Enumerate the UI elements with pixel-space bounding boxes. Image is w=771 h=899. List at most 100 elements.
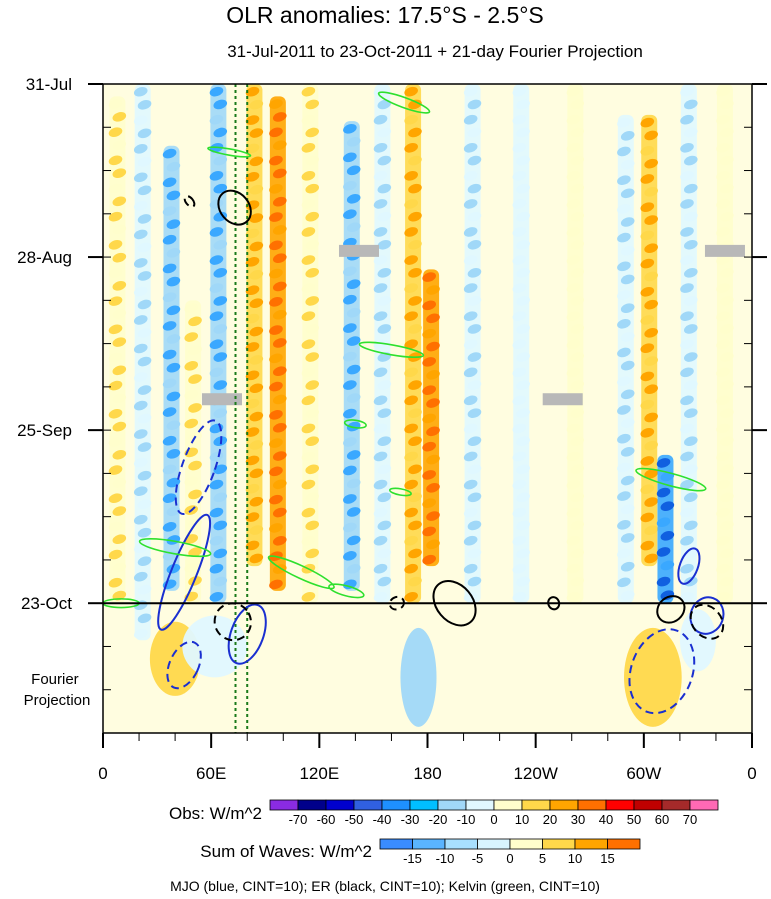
olr-cell xyxy=(184,361,199,371)
olr-cell xyxy=(249,468,264,479)
olr-cell xyxy=(656,487,671,498)
kelvin-contour xyxy=(635,467,707,492)
olr-cell xyxy=(272,564,287,574)
olr-cell xyxy=(408,183,422,194)
olr-cell xyxy=(305,239,320,250)
olr-cell xyxy=(249,99,264,110)
olr-cell xyxy=(426,285,440,295)
olr-cell xyxy=(343,380,357,390)
olr-cell xyxy=(640,315,655,325)
olr-cell xyxy=(301,423,316,434)
olr-cell xyxy=(209,171,224,181)
olr-cell xyxy=(377,408,392,418)
olr-band xyxy=(641,114,658,567)
olr-cell xyxy=(684,436,698,447)
olr-cell xyxy=(269,466,283,477)
olr-cell xyxy=(640,540,655,551)
olr-cell xyxy=(162,349,177,360)
olr-cell xyxy=(133,514,148,525)
olr-cell xyxy=(245,427,260,437)
olr-cell xyxy=(640,258,655,269)
olr-cell xyxy=(617,433,631,444)
olr-cell xyxy=(166,420,181,430)
olr-cell xyxy=(620,188,635,199)
olr-cell xyxy=(644,440,658,451)
olr-cell xyxy=(112,590,127,601)
olr-cell xyxy=(162,378,177,389)
olr-cell xyxy=(644,553,658,564)
olr-cell xyxy=(272,338,287,348)
olr-cell xyxy=(108,268,123,278)
olr-cell xyxy=(346,307,361,318)
olr-cell xyxy=(184,389,199,400)
olr-cell xyxy=(467,296,482,306)
olr-cell xyxy=(108,465,123,475)
olr-cell xyxy=(245,285,260,296)
olr-cell xyxy=(137,99,152,110)
olr-cell xyxy=(720,464,734,475)
olr-cell xyxy=(404,283,418,293)
olr-cell xyxy=(213,576,228,587)
olr-cell xyxy=(343,294,357,305)
olr-cell xyxy=(684,268,698,278)
olr-cell xyxy=(343,323,357,333)
kelvin-contour xyxy=(328,583,365,599)
olr-cell xyxy=(570,239,585,250)
olr-cell xyxy=(269,523,283,533)
olr-cell xyxy=(463,367,478,378)
olr-cell xyxy=(404,395,418,406)
olr-cell xyxy=(716,563,730,574)
olr-cell xyxy=(566,311,581,321)
olr-cell xyxy=(566,592,581,602)
olr-cell xyxy=(272,366,287,377)
olr-cell xyxy=(245,483,260,494)
colorbar-swatch xyxy=(353,799,383,811)
olr-cell xyxy=(272,394,287,405)
olr-cell xyxy=(373,563,388,574)
olr-cell xyxy=(512,367,527,378)
colorbar-swatch xyxy=(269,799,299,811)
olr-cell xyxy=(245,257,260,267)
olr-cell xyxy=(570,155,585,166)
olr-cell xyxy=(422,470,437,480)
colorbar-tick-label: -10 xyxy=(457,812,476,827)
olr-cell xyxy=(512,142,527,153)
olr-cell xyxy=(720,380,734,390)
olr-cell xyxy=(213,296,228,306)
olr-cell xyxy=(426,398,440,408)
olr-cell xyxy=(209,86,224,97)
olr-cell xyxy=(566,283,581,293)
kelvin-contour xyxy=(388,487,412,497)
olr-cell xyxy=(301,114,316,125)
olr-cell xyxy=(566,451,581,462)
olr-cell xyxy=(137,356,152,367)
olr-cell xyxy=(716,114,730,125)
olr-cell xyxy=(245,398,260,409)
olr-cell xyxy=(467,324,482,334)
olr-cell xyxy=(301,311,316,321)
olr-cell xyxy=(680,592,694,602)
colorbar-swatch xyxy=(437,799,467,811)
olr-cell xyxy=(137,157,152,167)
olr-cell xyxy=(716,199,730,209)
olr-cell xyxy=(620,131,635,141)
olr-cell xyxy=(343,209,357,220)
olr-cell xyxy=(305,352,320,362)
olr-cell xyxy=(112,478,127,488)
olr-cell xyxy=(249,440,264,450)
olr-cell xyxy=(373,592,388,602)
olr-cell xyxy=(404,367,418,378)
olr-cell xyxy=(213,380,228,390)
olr-cell xyxy=(269,127,283,138)
olr-cell xyxy=(404,171,418,181)
mjo-contour xyxy=(157,513,212,631)
olr-cell xyxy=(166,219,181,229)
olr-cell xyxy=(684,296,698,306)
olr-cell xyxy=(249,525,264,535)
olr-cell xyxy=(213,268,228,278)
olr-cell xyxy=(112,562,127,573)
olr-cell xyxy=(404,451,418,462)
olr-cell xyxy=(617,318,631,329)
olr-cell xyxy=(566,563,581,574)
